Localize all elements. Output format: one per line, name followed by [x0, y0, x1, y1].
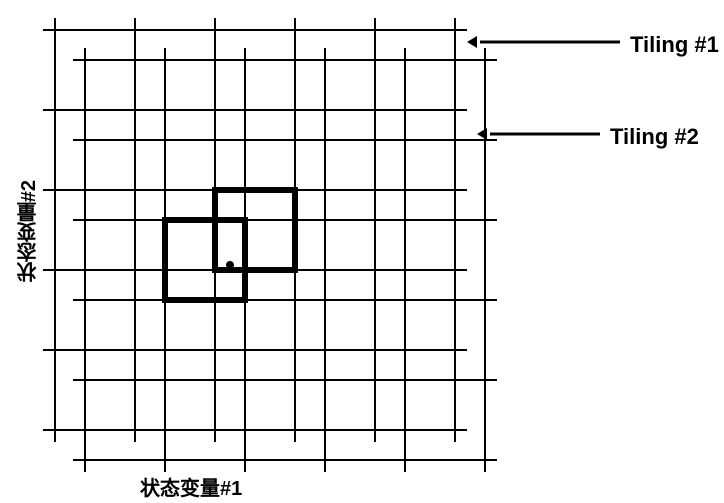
label-x-axis: 状态变量#1 [140, 472, 242, 501]
label-y-axis: 状态变量#2 [14, 180, 43, 282]
tile-coding-diagram [0, 0, 724, 503]
label-tiling-1: Tiling #1 [630, 32, 719, 58]
label-tiling-2: Tiling #2 [610, 124, 699, 150]
